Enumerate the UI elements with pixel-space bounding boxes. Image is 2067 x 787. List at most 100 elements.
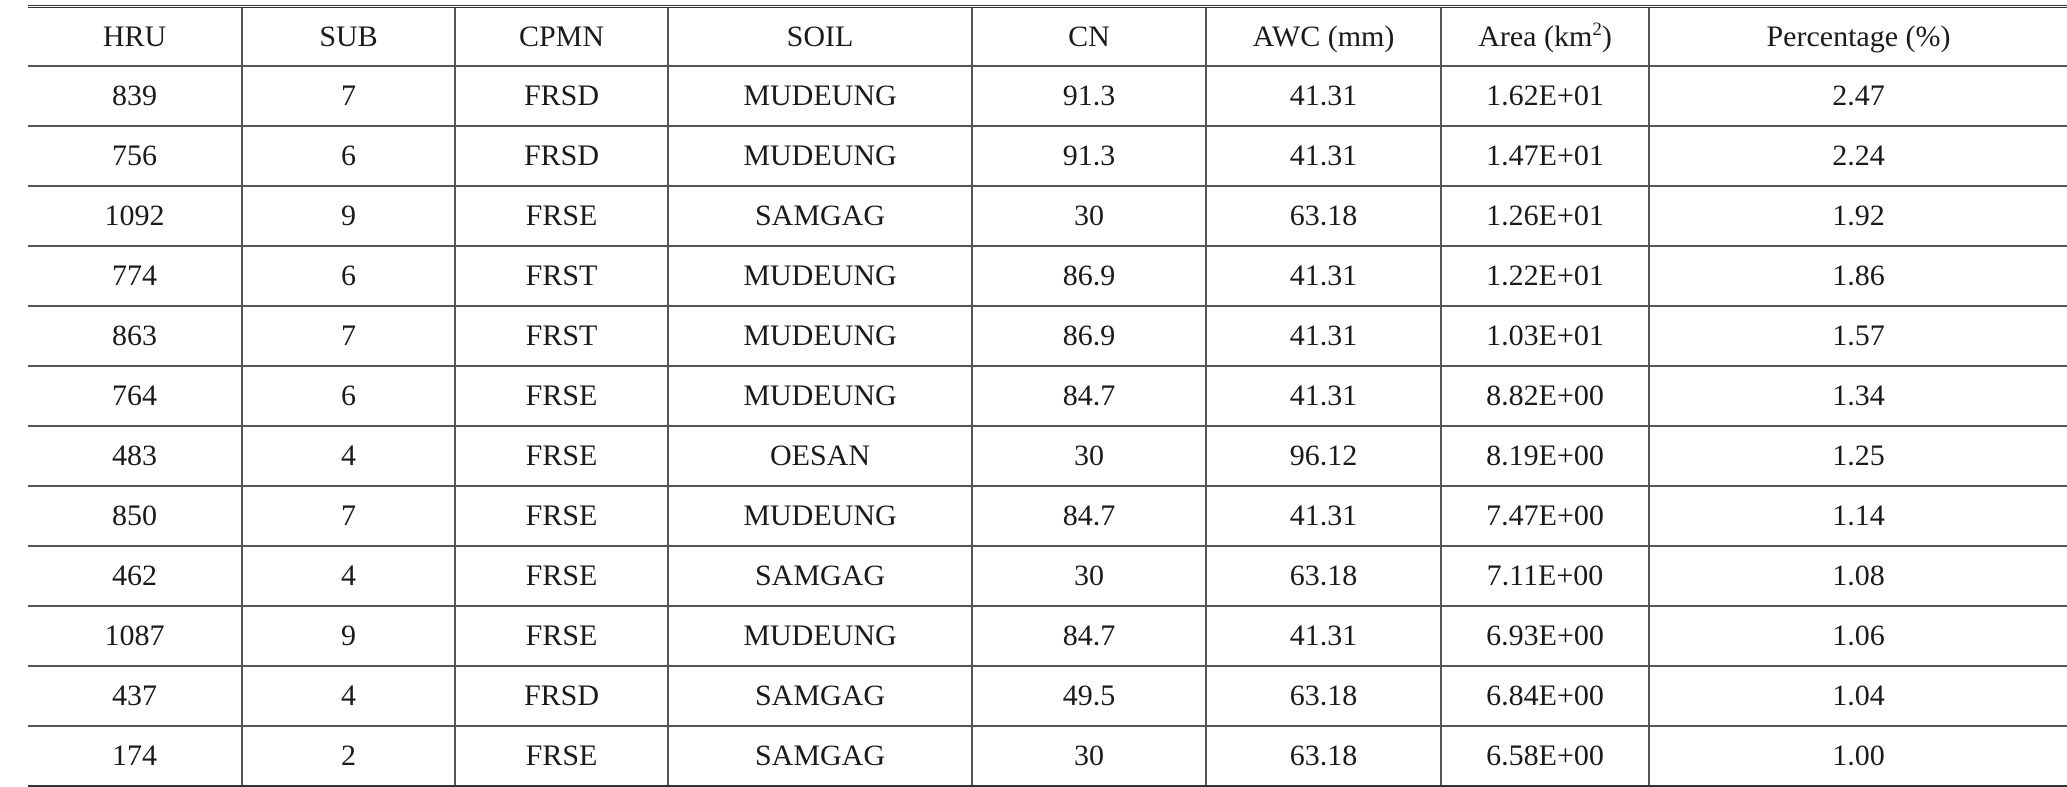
- cell-hru: 850: [28, 486, 242, 547]
- cell-area: 7.11E+00: [1440, 546, 1649, 607]
- header-hru: HRU: [28, 5, 242, 67]
- cell-cpmn: FRSD: [454, 126, 668, 187]
- cell-percentage: 1.06: [1648, 606, 2067, 667]
- cell-soil: OESAN: [667, 426, 972, 487]
- cell-awc: 63.18: [1205, 666, 1441, 727]
- cell-percentage: 1.14: [1648, 486, 2067, 547]
- header-area-suffix: ): [1601, 19, 1612, 53]
- cell-area: 6.93E+00: [1440, 606, 1649, 667]
- cell-awc: 63.18: [1205, 186, 1441, 247]
- cell-area: 6.58E+00: [1440, 726, 1649, 787]
- cell-cn: 91.3: [971, 126, 1206, 187]
- cell-soil: SAMGAG: [667, 546, 972, 607]
- cell-cpmn: FRSE: [454, 426, 668, 487]
- header-area: Area (km2): [1440, 5, 1649, 67]
- table-row: 462 4 FRSE SAMGAG 30 63.18 7.11E+00 1.08: [28, 546, 2067, 607]
- cell-sub: 6: [241, 246, 455, 307]
- table-row: 839 7 FRSD MUDEUNG 91.3 41.31 1.62E+01 2…: [28, 66, 2067, 127]
- cell-cpmn: FRSE: [454, 726, 668, 787]
- table-row: 1092 9 FRSE SAMGAG 30 63.18 1.26E+01 1.9…: [28, 186, 2067, 247]
- cell-awc: 41.31: [1205, 246, 1441, 307]
- cell-sub: 4: [241, 426, 455, 487]
- table-row: 483 4 FRSE OESAN 30 96.12 8.19E+00 1.25: [28, 426, 2067, 487]
- cell-cn: 30: [971, 726, 1206, 787]
- table-row: 756 6 FRSD MUDEUNG 91.3 41.31 1.47E+01 2…: [28, 126, 2067, 187]
- cell-area: 7.47E+00: [1440, 486, 1649, 547]
- cell-cn: 49.5: [971, 666, 1206, 727]
- cell-area: 1.26E+01: [1440, 186, 1649, 247]
- cell-soil: MUDEUNG: [667, 246, 972, 307]
- cell-cpmn: FRSE: [454, 546, 668, 607]
- cell-hru: 174: [28, 726, 242, 787]
- hru-table-container: HRU SUB CPMN SOIL CN AWC (mm) Area (km2)…: [28, 5, 2067, 787]
- cell-awc: 96.12: [1205, 426, 1441, 487]
- cell-cpmn: FRSE: [454, 606, 668, 667]
- cell-soil: MUDEUNG: [667, 486, 972, 547]
- table-row: 863 7 FRST MUDEUNG 86.9 41.31 1.03E+01 1…: [28, 306, 2067, 367]
- cell-awc: 41.31: [1205, 126, 1441, 187]
- cell-soil: SAMGAG: [667, 726, 972, 787]
- cell-percentage: 1.34: [1648, 366, 2067, 427]
- cell-hru: 839: [28, 66, 242, 127]
- header-row: HRU SUB CPMN SOIL CN AWC (mm) Area (km2)…: [28, 5, 2067, 67]
- cell-hru: 774: [28, 246, 242, 307]
- cell-cpmn: FRSD: [454, 666, 668, 727]
- header-area-prefix: Area (km: [1478, 19, 1593, 53]
- cell-sub: 7: [241, 486, 455, 547]
- cell-cn: 30: [971, 546, 1206, 607]
- cell-percentage: 1.04: [1648, 666, 2067, 727]
- cell-hru: 1087: [28, 606, 242, 667]
- cell-sub: 6: [241, 366, 455, 427]
- cell-hru: 764: [28, 366, 242, 427]
- cell-cpmn: FRSE: [454, 186, 668, 247]
- cell-cn: 91.3: [971, 66, 1206, 127]
- cell-cn: 84.7: [971, 486, 1206, 547]
- cell-awc: 41.31: [1205, 306, 1441, 367]
- cell-area: 1.22E+01: [1440, 246, 1649, 307]
- hru-table: HRU SUB CPMN SOIL CN AWC (mm) Area (km2)…: [28, 5, 2067, 787]
- cell-soil: MUDEUNG: [667, 366, 972, 427]
- header-soil: SOIL: [667, 5, 972, 67]
- cell-percentage: 1.92: [1648, 186, 2067, 247]
- cell-percentage: 1.25: [1648, 426, 2067, 487]
- cell-awc: 63.18: [1205, 546, 1441, 607]
- cell-sub: 9: [241, 606, 455, 667]
- cell-cn: 84.7: [971, 606, 1206, 667]
- table-row: 1087 9 FRSE MUDEUNG 84.7 41.31 6.93E+00 …: [28, 606, 2067, 667]
- cell-hru: 1092: [28, 186, 242, 247]
- cell-soil: MUDEUNG: [667, 306, 972, 367]
- header-sub: SUB: [241, 5, 455, 67]
- cell-percentage: 1.00: [1648, 726, 2067, 787]
- cell-area: 1.62E+01: [1440, 66, 1649, 127]
- table-row: 774 6 FRST MUDEUNG 86.9 41.31 1.22E+01 1…: [28, 246, 2067, 307]
- cell-percentage: 2.47: [1648, 66, 2067, 127]
- cell-area: 6.84E+00: [1440, 666, 1649, 727]
- cell-cpmn: FRSD: [454, 66, 668, 127]
- cell-soil: MUDEUNG: [667, 606, 972, 667]
- header-area-superscript: 2: [1592, 18, 1602, 40]
- cell-area: 8.82E+00: [1440, 366, 1649, 427]
- table-row: 174 2 FRSE SAMGAG 30 63.18 6.58E+00 1.00: [28, 726, 2067, 787]
- header-cpmn: CPMN: [454, 5, 668, 67]
- table-row: 850 7 FRSE MUDEUNG 84.7 41.31 7.47E+00 1…: [28, 486, 2067, 547]
- cell-percentage: 1.08: [1648, 546, 2067, 607]
- cell-awc: 41.31: [1205, 486, 1441, 547]
- cell-percentage: 1.86: [1648, 246, 2067, 307]
- cell-cn: 30: [971, 186, 1206, 247]
- cell-area: 8.19E+00: [1440, 426, 1649, 487]
- cell-hru: 483: [28, 426, 242, 487]
- cell-hru: 863: [28, 306, 242, 367]
- cell-sub: 9: [241, 186, 455, 247]
- cell-hru: 462: [28, 546, 242, 607]
- header-percentage: Percentage (%): [1648, 5, 2067, 67]
- header-cn: CN: [971, 5, 1206, 67]
- cell-cpmn: FRSE: [454, 486, 668, 547]
- cell-soil: MUDEUNG: [667, 126, 972, 187]
- cell-area: 1.03E+01: [1440, 306, 1649, 367]
- cell-cpmn: FRST: [454, 246, 668, 307]
- cell-cn: 86.9: [971, 246, 1206, 307]
- cell-awc: 41.31: [1205, 366, 1441, 427]
- cell-cn: 30: [971, 426, 1206, 487]
- cell-cn: 86.9: [971, 306, 1206, 367]
- cell-sub: 6: [241, 126, 455, 187]
